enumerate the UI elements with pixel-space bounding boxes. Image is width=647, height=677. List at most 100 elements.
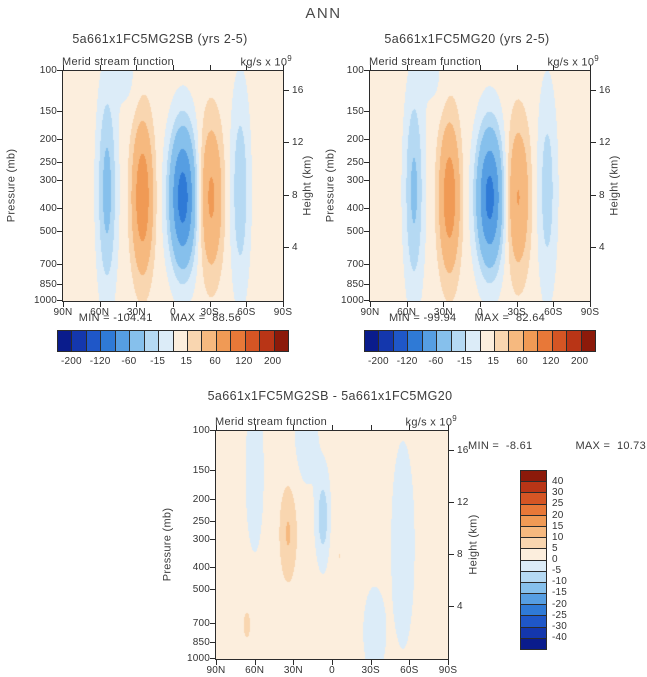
tick-mark — [364, 179, 369, 181]
tick-mark — [364, 110, 369, 112]
colorbar-tick-label: 20 — [552, 509, 564, 521]
y-axis-label-pressure: Pressure (mb) — [5, 148, 18, 223]
height-tick-label: 12 — [599, 137, 611, 149]
colorbar-segment — [408, 331, 423, 351]
x-axis-tick-label: 30N — [433, 307, 453, 318]
tick-mark — [443, 302, 445, 307]
tick-mark — [480, 65, 481, 70]
tick-mark — [99, 65, 101, 70]
tick-mark — [449, 449, 454, 451]
y-axis-tick-label: 300 — [39, 174, 57, 186]
colorbar — [57, 330, 289, 352]
colorbar-tick-label: -25 — [552, 609, 568, 621]
y-axis-tick-label: 850 — [39, 278, 57, 290]
x-axis-tick-label: 60S — [400, 665, 419, 676]
tick-mark — [210, 498, 215, 500]
tick-mark — [283, 302, 284, 307]
colorbar-segment — [231, 331, 246, 351]
tick-mark — [57, 230, 62, 232]
colorbar-tick-label: 120 — [235, 356, 253, 367]
colorbar-segment — [115, 331, 131, 351]
y-axis-tick-label: 200 — [192, 493, 210, 505]
colorbar-segment — [567, 331, 582, 351]
colorbar-tick-label: 15 — [552, 520, 564, 532]
panel-model-20: 5a661x1FC5MG20 (yrs 2-5) Merid stream fu… — [307, 28, 627, 378]
colorbar-segment — [393, 331, 409, 351]
units-exponent: 9 — [452, 414, 457, 423]
height-tick-label: 8 — [599, 189, 605, 201]
colorbar-segment — [521, 471, 546, 483]
tick-mark — [590, 65, 591, 70]
y-axis-tick-label: 400 — [346, 203, 364, 215]
colorbar-tick-label: 120 — [542, 356, 560, 367]
tick-mark — [449, 605, 454, 607]
figure-title: ANN — [305, 5, 342, 22]
colorbar-tick-label: 200 — [570, 356, 589, 367]
y-axis-label-pressure: Pressure (mb) — [161, 507, 174, 582]
tick-mark — [63, 302, 64, 307]
colorbar-segment — [521, 605, 546, 617]
colorbar-tick-label: 10 — [552, 531, 564, 543]
y-axis-tick-label: 700 — [346, 259, 364, 271]
tick-mark — [591, 142, 596, 144]
colorbar-tick-label: -40 — [552, 631, 568, 643]
y-axis-tick-label: 500 — [192, 584, 210, 596]
stats-line: MIN = -8.61 MAX = 10.73 — [468, 440, 646, 452]
colorbar — [520, 470, 547, 650]
tick-mark — [284, 194, 289, 196]
tick-mark — [57, 283, 62, 285]
tick-mark — [591, 89, 596, 91]
tick-mark — [370, 425, 372, 430]
panel-difference: 5a661x1FC5MG2SB - 5a661x1FC5MG20 Merid s… — [150, 385, 647, 677]
tick-mark — [136, 302, 138, 307]
x-axis-tick-label: 30S — [200, 307, 219, 318]
units-label: kg/s x 109 — [120, 54, 292, 69]
colorbar-tick-label: 200 — [263, 356, 282, 367]
min-value: MIN = -99.94 — [388, 312, 457, 324]
y-axis-tick-label: 100 — [39, 65, 57, 76]
colorbar-tick-label: 15 — [180, 356, 193, 367]
contour-plot — [62, 70, 284, 302]
y-axis-tick-label: 1000 — [33, 295, 57, 306]
colorbar-segment — [159, 331, 174, 351]
colorbar-tick-label: -120 — [89, 356, 111, 367]
y-axis-tick-label: 850 — [192, 636, 210, 648]
colorbar-segment — [437, 331, 452, 351]
colorbar-tick-label: -60 — [121, 356, 137, 367]
colorbar-segment — [379, 331, 394, 351]
colorbar-segment — [274, 331, 288, 351]
x-axis-tick-label: 30N — [126, 307, 146, 318]
colorbar-segment — [521, 504, 546, 516]
height-tick-label: 16 — [457, 444, 469, 456]
tick-mark — [210, 589, 215, 591]
tick-mark — [216, 660, 217, 665]
tick-mark — [364, 70, 369, 71]
y-axis-tick-label: 700 — [39, 259, 57, 271]
colorbar-segment — [521, 515, 546, 527]
tick-mark — [364, 139, 369, 141]
colorbar-segment — [523, 331, 539, 351]
colorbar-segment — [581, 331, 595, 351]
tick-mark — [57, 264, 62, 266]
field-label: Merid stream function — [215, 416, 328, 428]
tick-mark — [516, 302, 518, 307]
y-axis-tick-label: 850 — [346, 278, 364, 290]
tick-mark — [210, 520, 215, 522]
tick-mark — [210, 470, 215, 472]
y-axis-tick-label: 200 — [346, 134, 364, 146]
panel-title: 5a661x1FC5MG2SB - 5a661x1FC5MG20 — [207, 389, 453, 403]
tick-mark — [480, 302, 481, 307]
colorbar-segment — [86, 331, 102, 351]
tick-mark — [283, 65, 284, 70]
height-tick-label: 16 — [292, 84, 304, 96]
colorbar-segment — [552, 331, 568, 351]
y-axis-label-height: Height (km) — [467, 514, 480, 575]
colorbar-segment — [521, 560, 546, 572]
colorbar-segment — [173, 331, 188, 351]
colorbar-segment — [521, 582, 546, 595]
tick-mark — [448, 660, 449, 665]
contour-plot — [369, 70, 591, 302]
tick-mark — [364, 208, 369, 210]
panel-title: 5a661x1FC5MG20 (yrs 2-5) — [384, 32, 550, 46]
tick-mark — [364, 283, 369, 285]
